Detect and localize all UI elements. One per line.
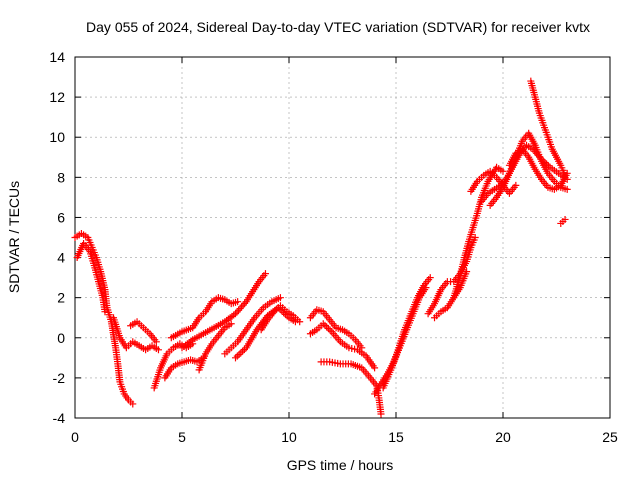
data-point [561,171,569,179]
data-point [232,354,239,362]
series-track-y [527,77,569,179]
y-tick-label: 12 [49,89,65,105]
data-point [324,325,332,333]
x-tick-label: 20 [495,429,511,445]
series-track-d [127,318,160,346]
x-tick-label: 5 [178,429,186,445]
axis-ticks: 0 5 10 15 20 25 -4 -2 0 2 4 6 8 10 12 14 [49,49,618,445]
chart-title: Day 055 of 2024, Sidereal Day-to-day VTE… [86,19,590,35]
data-point [296,318,304,326]
y-tick-label: 6 [57,209,65,225]
series-track-a [71,229,137,408]
series-track-l [257,302,304,334]
data-point [233,308,241,316]
series-track-i [195,320,235,374]
grid [75,57,610,418]
data-point [512,181,520,189]
data-point [239,301,247,309]
series-track-g [167,294,242,342]
y-tick-label: 0 [57,330,65,346]
series-track-w [486,129,571,209]
data-point [371,364,379,372]
series-track-b [73,240,109,316]
x-axis-label: GPS time / hours [287,457,394,473]
data-point [471,234,479,241]
data-point [235,350,243,358]
data-point [261,270,269,278]
series-track-o [317,358,385,418]
data-point [319,320,327,328]
x-tick-label: 25 [602,429,618,445]
data-point [321,321,329,329]
data-point [323,323,331,331]
data-point [326,326,334,334]
series-track-h [178,270,269,352]
data-point [233,352,241,360]
series-track-c [110,314,162,354]
data-point [499,167,507,175]
data-point [235,306,243,314]
series-track-n [306,320,379,372]
data-point [563,185,571,193]
series-track-x [505,145,571,193]
data-point [239,347,247,355]
data-point [561,215,569,223]
y-tick-label: 14 [49,49,65,65]
x-tick-label: 10 [281,429,297,445]
series-track-q [379,274,434,392]
data-point [237,349,245,357]
data-point [129,400,137,408]
y-tick-label: 4 [57,250,65,266]
data-point [227,320,235,328]
y-tick-label: 10 [49,129,65,145]
data-point [238,303,246,311]
series-track-j [221,294,284,358]
data-point [234,298,242,306]
series-track-t [450,163,507,302]
y-tick-label: 8 [57,169,65,185]
data-point [241,299,249,307]
data-point [232,310,239,318]
data-point [377,410,385,418]
data-point [276,294,284,302]
x-tick-label: 0 [71,429,79,445]
series-track-z [557,215,569,227]
data-marks [71,77,571,418]
y-tick-label: -4 [53,410,66,426]
y-tick-label: 2 [57,290,65,306]
data-point [101,308,109,316]
y-axis-label: SDTVAR / TECUs [6,181,22,293]
data-point [152,338,160,346]
data-point [236,305,244,313]
series-track-m [306,306,366,352]
x-tick-label: 15 [388,429,404,445]
y-tick-label: -2 [53,370,66,386]
data-point [154,346,162,354]
data-point [426,274,434,282]
